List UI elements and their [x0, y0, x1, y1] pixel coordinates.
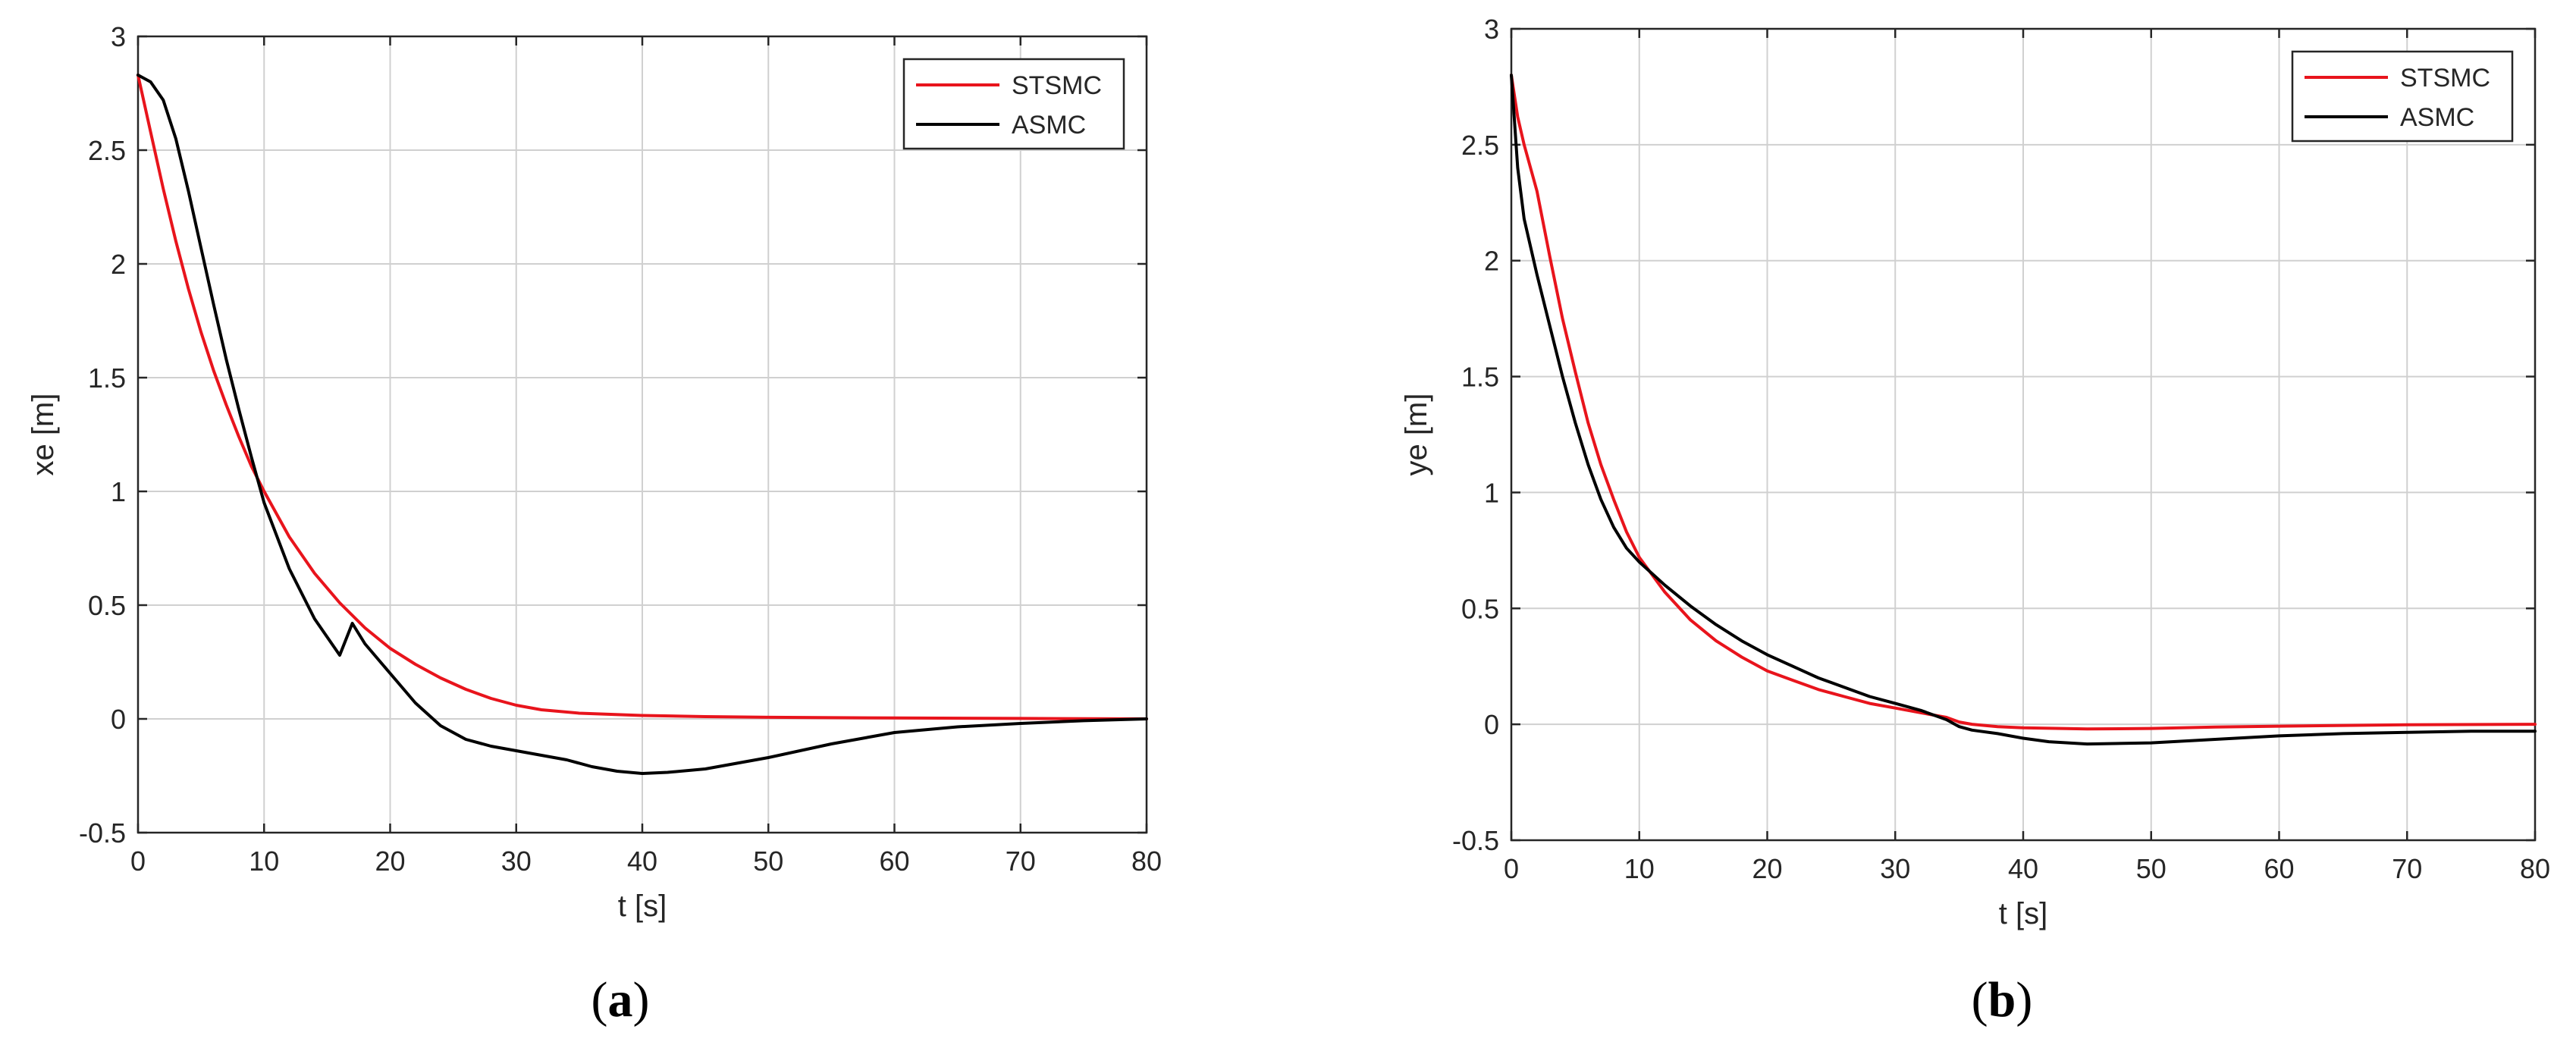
legend: STSMC ASMC — [2291, 50, 2514, 143]
legend-box — [902, 58, 1125, 150]
x-tick-label: 80 — [2520, 853, 2550, 884]
legend: STSMC ASMC — [902, 58, 1125, 150]
y-tick-label: 2.5 — [1461, 130, 1499, 161]
x-tick-label: 60 — [879, 846, 909, 877]
x-tick-label: 30 — [1880, 853, 1910, 884]
y-tick-label: -0.5 — [1452, 825, 1499, 856]
x-tick-label: 0 — [1504, 853, 1519, 884]
y-tick-label: 1.5 — [1461, 362, 1499, 393]
x-tick-label: 0 — [130, 846, 146, 877]
y-tick-label: 2 — [111, 249, 126, 280]
y-tick-label: -0.5 — [79, 817, 126, 849]
series-line-stsmc — [1510, 74, 2537, 731]
x-tick-label: 60 — [2264, 853, 2294, 884]
legend-label-stsmc: STSMC — [2400, 64, 2490, 93]
x-tick-label: 10 — [1624, 853, 1655, 884]
x-tick-label: 10 — [249, 846, 279, 877]
y-tick-label: 2.5 — [88, 135, 126, 166]
x-tick-label: 70 — [2392, 853, 2422, 884]
y-tick-label: 3 — [111, 21, 126, 52]
x-tick-label: 80 — [1131, 846, 1162, 877]
x-tick-label: 40 — [2008, 853, 2038, 884]
series-line-asmc — [136, 74, 1148, 775]
y-tick-label: 2 — [1484, 246, 1499, 277]
y-tick-label: 1 — [111, 476, 126, 507]
y-tick-label: 0.5 — [88, 590, 126, 621]
x-axis-label: t [s] — [618, 890, 667, 923]
y-tick-label: 1 — [1484, 477, 1499, 508]
x-tick-label: 70 — [1006, 846, 1036, 877]
panel-label: (b) — [1972, 972, 2033, 1028]
legend-label-asmc: ASMC — [1012, 111, 1086, 140]
legend-box — [2291, 50, 2514, 143]
x-tick-label: 50 — [753, 846, 783, 877]
y-axis-label: xe [m] — [27, 394, 60, 476]
x-tick-label: 40 — [627, 846, 657, 877]
chart-panel-b: 0 10 20 30 40 50 60 70 80-0.500.511.522.53t [s]y… — [1400, 14, 2550, 1028]
series-line-stsmc — [136, 74, 1148, 720]
y-axis-label: ye [m] — [1400, 394, 1433, 476]
legend-label-stsmc: STSMC — [1012, 71, 1102, 100]
y-tick-label: 0 — [111, 704, 126, 735]
x-tick-label: 30 — [501, 846, 532, 877]
y-tick-label: 0.5 — [1461, 593, 1499, 624]
x-tick-label: 20 — [1752, 853, 1782, 884]
y-tick-label: 0 — [1484, 709, 1499, 740]
x-tick-label: 50 — [2136, 853, 2167, 884]
y-tick-label: 3 — [1484, 14, 1499, 45]
x-axis-label: t [s] — [1999, 897, 2047, 930]
x-tick-label: 20 — [375, 846, 405, 877]
chart-panel-a: 0 10 20 30 40 50 60 70 80-0.500.511.522.53t [s]x… — [27, 21, 1162, 1028]
panel-label: (a) — [591, 972, 650, 1028]
y-tick-label: 1.5 — [88, 362, 126, 394]
series-line-asmc — [1510, 74, 2537, 746]
legend-label-asmc: ASMC — [2400, 103, 2474, 132]
